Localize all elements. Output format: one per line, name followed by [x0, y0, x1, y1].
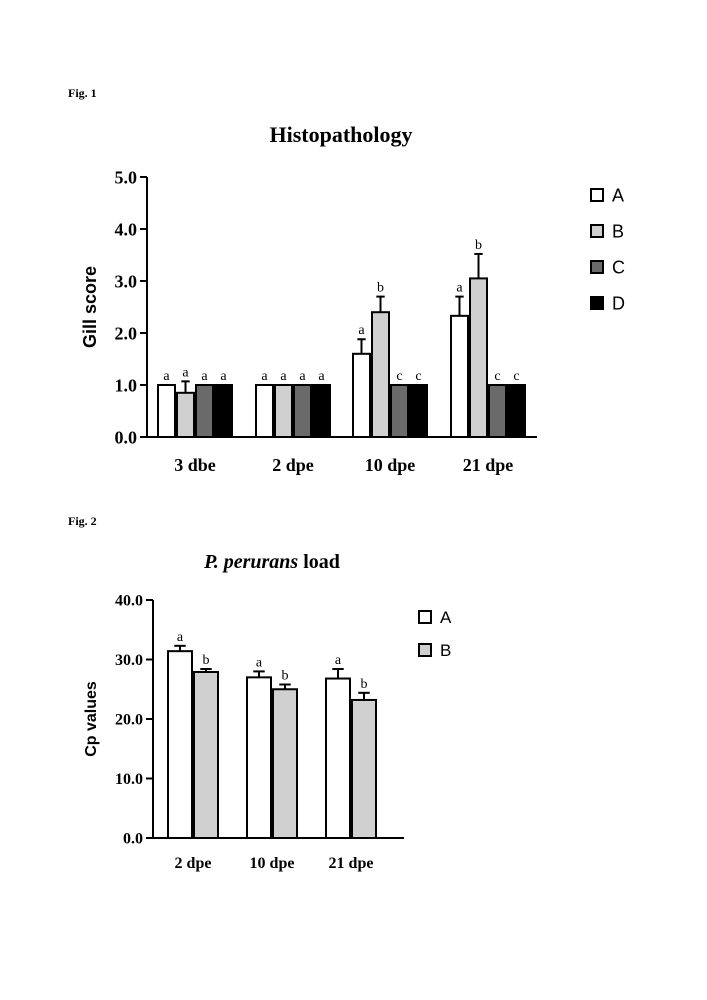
significance-letter-B-21-dpe: b	[361, 677, 368, 692]
significance-letter-B-2-dpe: a	[280, 369, 287, 384]
significance-letter-A-10-dpe: a	[358, 323, 365, 338]
legend-swatch-A	[418, 610, 432, 624]
chart-2-group: P. perurans load Cp values a b 2 dpe a b 10 dpe…	[83, 551, 452, 872]
significance-letter-C-3-dbe: a	[201, 369, 208, 384]
significance-letter-A-3-dbe: a	[163, 369, 170, 384]
x-tick-label: 21 dpe	[463, 455, 514, 475]
legend-label-B: B	[612, 221, 624, 241]
chart-title-italic: P. perurans	[203, 551, 298, 573]
significance-letter-A-21-dpe: a	[456, 281, 463, 296]
significance-letter-B-3-dbe: a	[182, 365, 189, 380]
figure-1-label: Fig. 1	[68, 86, 97, 100]
legend-swatch-B	[418, 643, 432, 657]
bar-A-2-dpe	[167, 650, 193, 839]
significance-letter-D-21-dpe: c	[513, 369, 519, 384]
chart-title-rest: load	[298, 551, 340, 573]
legend-swatch-C	[590, 260, 604, 274]
y-tick-label: 10.0	[115, 771, 143, 788]
significance-letter-A-21-dpe: a	[335, 653, 342, 668]
legend-label-C: C	[612, 257, 625, 277]
y-tick-label: 5.0	[115, 167, 138, 187]
significance-letter-A-10-dpe: a	[256, 655, 263, 670]
y-tick-label: 0.0	[115, 427, 138, 447]
legend-label-A: A	[612, 185, 624, 205]
x-tick-label: 2 dpe	[175, 855, 212, 872]
significance-letter-D-3-dbe: a	[220, 369, 227, 384]
y-tick-label: 2.0	[115, 323, 138, 343]
x-tick-label: 3 dbe	[174, 455, 216, 475]
bar-A-10-dpe	[246, 676, 272, 839]
significance-letter-A-2-dpe: a	[177, 630, 184, 645]
significance-letter-C-10-dpe: c	[396, 369, 402, 384]
chart-title: Histopathology	[269, 122, 412, 147]
significance-letter-C-21-dpe: c	[494, 369, 500, 384]
x-tick-label: 10 dpe	[250, 855, 295, 872]
legend-swatch-A	[590, 188, 604, 202]
x-tick-label: 10 dpe	[365, 455, 416, 475]
y-tick-label: 40.0	[115, 593, 143, 610]
significance-letter-B-10-dpe: b	[377, 281, 384, 296]
bar-A-21-dpe	[325, 677, 351, 839]
significance-letter-B-10-dpe: b	[282, 668, 289, 683]
significance-letter-D-2-dpe: a	[318, 369, 325, 384]
chart-title: P. perurans load	[203, 551, 340, 573]
y-axis-label: Cp values	[83, 681, 100, 757]
legend-label-D: D	[612, 293, 625, 313]
figure-2-label: Fig. 2	[68, 514, 97, 528]
legend-label-B: B	[440, 641, 451, 660]
y-tick-label: 3.0	[115, 271, 138, 291]
x-tick-label: 21 dpe	[329, 855, 374, 872]
bar-B-21-dpe	[351, 698, 377, 840]
bar-B-10-dpe	[272, 688, 298, 839]
significance-letter-B-2-dpe: b	[203, 653, 210, 668]
y-axis-label: Gill score	[80, 266, 100, 348]
significance-letter-B-21-dpe: b	[475, 238, 482, 253]
x-tick-label: 2 dpe	[272, 455, 314, 475]
significance-letter-A-2-dpe: a	[261, 369, 268, 384]
legend-swatch-B	[590, 224, 604, 238]
y-tick-label: 30.0	[115, 652, 143, 669]
y-tick-label: 4.0	[115, 219, 138, 239]
bar-B-2-dpe	[193, 670, 219, 839]
y-tick-label: 20.0	[115, 712, 143, 729]
y-tick-label: 0.0	[123, 831, 143, 848]
legend-label-A: A	[440, 608, 452, 627]
y-tick-label: 1.0	[115, 375, 138, 395]
legend-swatch-D	[590, 296, 604, 310]
significance-letter-D-10-dpe: c	[415, 369, 421, 384]
significance-letter-C-2-dpe: a	[299, 369, 306, 384]
